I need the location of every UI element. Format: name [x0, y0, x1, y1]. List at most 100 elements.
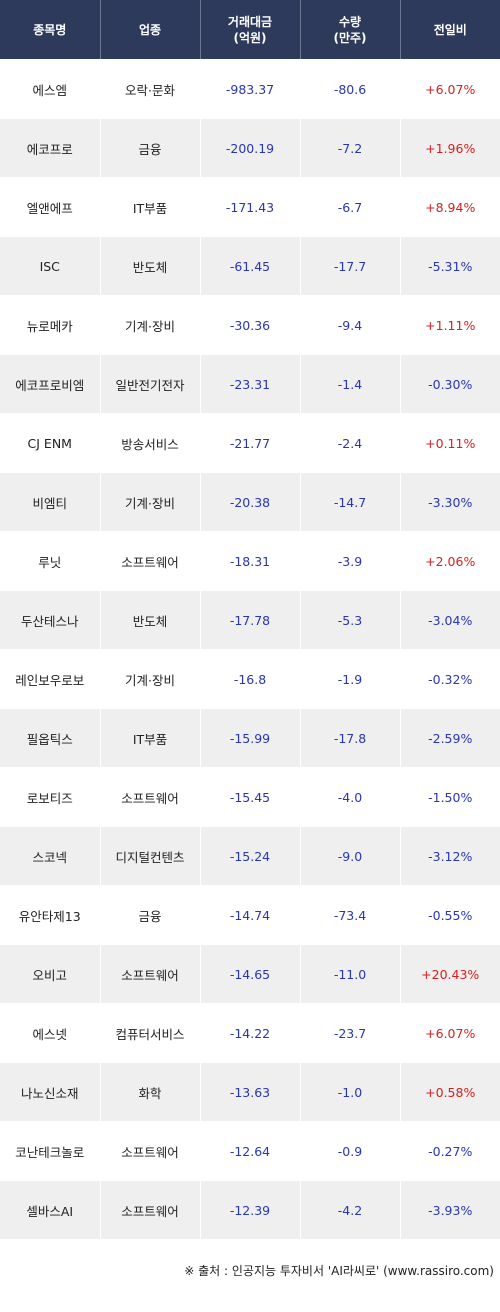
table-row: 필옵틱스 IT부품 -15.99 -17.8 -2.59%: [0, 708, 500, 768]
stock-sector: 컴퓨터서비스: [100, 1003, 201, 1063]
trade-volume: -4.0: [300, 767, 401, 827]
stock-name: 두산테스나: [0, 590, 101, 650]
trade-volume: -1.4: [300, 354, 401, 414]
stock-name: 코난테크놀로: [0, 1121, 101, 1181]
table-row: 셀바스AI 소프트웨어 -12.39 -4.2 -3.93%: [0, 1180, 500, 1240]
trade-amount: -15.24: [200, 826, 301, 886]
header-amount-line1: 거래대금: [227, 14, 273, 29]
table-row: 엘앤에프 IT부품 -171.43 -6.7 +8.94%: [0, 177, 500, 237]
trade-volume: -14.7: [300, 472, 401, 532]
header-sector: 업종: [100, 0, 201, 60]
change-rate: -0.55%: [400, 885, 500, 945]
trade-amount: -16.8: [200, 649, 301, 709]
trade-volume: -7.2: [300, 118, 401, 178]
trade-volume: -5.3: [300, 590, 401, 650]
trade-amount: -13.63: [200, 1062, 301, 1122]
table-row: ISC 반도체 -61.45 -17.7 -5.31%: [0, 236, 500, 296]
table-row: 유안타제13 금융 -14.74 -73.4 -0.55%: [0, 885, 500, 945]
stock-name: ISC: [0, 236, 101, 296]
table-row: 스코넥 디지털컨텐츠 -15.24 -9.0 -3.12%: [0, 826, 500, 886]
trade-volume: -0.9: [300, 1121, 401, 1181]
change-rate: +6.07%: [400, 1003, 500, 1063]
stock-name: 비엠티: [0, 472, 101, 532]
stock-sector: 소프트웨어: [100, 767, 201, 827]
stock-sector: 소프트웨어: [100, 1121, 201, 1181]
trade-amount: -171.43: [200, 177, 301, 237]
trade-volume: -11.0: [300, 944, 401, 1004]
trade-volume: -2.4: [300, 413, 401, 473]
change-rate: -1.50%: [400, 767, 500, 827]
change-rate: -3.12%: [400, 826, 500, 886]
table-row: 뉴로메카 기계·장비 -30.36 -9.4 +1.11%: [0, 295, 500, 355]
stock-name: 에스엠: [0, 59, 101, 119]
stock-name: 뉴로메카: [0, 295, 101, 355]
change-rate: -0.32%: [400, 649, 500, 709]
table-row: 에코프로비엠 일반전기전자 -23.31 -1.4 -0.30%: [0, 354, 500, 414]
trade-volume: -1.9: [300, 649, 401, 709]
table-row: CJ ENM 방송서비스 -21.77 -2.4 +0.11%: [0, 413, 500, 473]
trade-amount: -15.99: [200, 708, 301, 768]
header-amount: 거래대금 (억원): [200, 0, 301, 60]
stock-sector: 디지털컨텐츠: [100, 826, 201, 886]
trade-amount: -200.19: [200, 118, 301, 178]
change-rate: +1.96%: [400, 118, 500, 178]
table-body: 에스엠 오락·문화 -983.37 -80.6 +6.07% 에코프로 금융 -200.19-…: [0, 59, 500, 1240]
stock-name: 유안타제13: [0, 885, 101, 945]
stock-sector: 기계·장비: [100, 472, 201, 532]
table-row: 두산테스나 반도체 -17.78 -5.3 -3.04%: [0, 590, 500, 650]
stock-sector: 반도체: [100, 590, 201, 650]
stock-name: 오비고: [0, 944, 101, 1004]
trade-volume: -4.2: [300, 1180, 401, 1240]
change-rate: -3.30%: [400, 472, 500, 532]
trade-amount: -18.31: [200, 531, 301, 591]
stock-sector: 소프트웨어: [100, 531, 201, 591]
change-rate: -5.31%: [400, 236, 500, 296]
stock-name: 나노신소재: [0, 1062, 101, 1122]
trade-amount: -23.31: [200, 354, 301, 414]
stock-sector: IT부품: [100, 708, 201, 768]
change-rate: +6.07%: [400, 59, 500, 119]
header-amount-line2: (억원): [233, 30, 267, 45]
stock-sector: 오락·문화: [100, 59, 201, 119]
trade-volume: -3.9: [300, 531, 401, 591]
stock-sector: 금융: [100, 118, 201, 178]
stock-sector: 금융: [100, 885, 201, 945]
header-change: 전일비: [400, 0, 500, 60]
trade-volume: -6.7: [300, 177, 401, 237]
change-rate: +8.94%: [400, 177, 500, 237]
table-row: 루닛 소프트웨어 -18.31 -3.9 +2.06%: [0, 531, 500, 591]
change-rate: -0.30%: [400, 354, 500, 414]
table-row: 에코프로 금융 -200.19 -7.2 +1.96%: [0, 118, 500, 178]
stock-sector: IT부품: [100, 177, 201, 237]
trade-volume: -73.4: [300, 885, 401, 945]
stock-name: 필옵틱스: [0, 708, 101, 768]
change-rate: +20.43%: [400, 944, 500, 1004]
header-name: 종목명: [0, 0, 101, 60]
trade-amount: -12.64: [200, 1121, 301, 1181]
header-volume-line1: 수량: [338, 14, 362, 29]
stock-name: 로보티즈: [0, 767, 101, 827]
trade-volume: -1.0: [300, 1062, 401, 1122]
table-header: 종목명 업종 거래대금 (억원) 수량 (만주) 전일비: [0, 0, 500, 60]
trade-volume: -9.0: [300, 826, 401, 886]
trade-amount: -61.45: [200, 236, 301, 296]
change-rate: -2.59%: [400, 708, 500, 768]
stock-sector: 소프트웨어: [100, 944, 201, 1004]
trade-amount: -17.78: [200, 590, 301, 650]
trade-amount: -14.65: [200, 944, 301, 1004]
stock-name: 셀바스AI: [0, 1180, 101, 1240]
stock-name: 레인보우로보: [0, 649, 101, 709]
table-row: 나노신소재 화학 -13.63 -1.0 +0.58%: [0, 1062, 500, 1122]
trade-volume: -17.8: [300, 708, 401, 768]
header-volume: 수량 (만주): [300, 0, 401, 60]
change-rate: -3.04%: [400, 590, 500, 650]
table-row: 레인보우로보 기계·장비 -16.8 -1.9 -0.32%: [0, 649, 500, 709]
change-rate: -3.93%: [400, 1180, 500, 1240]
stock-sector: 기계·장비: [100, 649, 201, 709]
stock-name: 루닛: [0, 531, 101, 591]
stock-sector: 반도체: [100, 236, 201, 296]
change-rate: +1.11%: [400, 295, 500, 355]
table-row: 로보티즈 소프트웨어 -15.45 -4.0 -1.50%: [0, 767, 500, 827]
table-row: 오비고 소프트웨어 -14.65 -11.0 +20.43%: [0, 944, 500, 1004]
